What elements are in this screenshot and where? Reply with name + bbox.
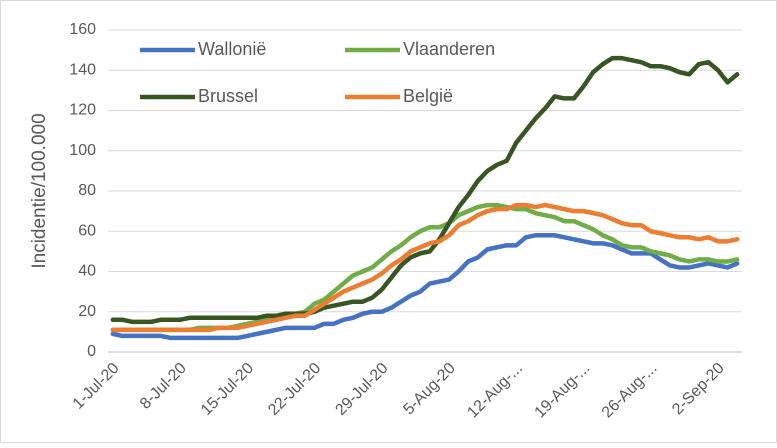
- legend-label: Vlaanderen: [403, 39, 495, 59]
- legend-label: Brussel: [198, 86, 258, 106]
- series-line: [110, 55, 740, 325]
- y-tick-label: 20: [78, 303, 96, 320]
- y-tick-label: 40: [78, 263, 96, 280]
- legend-label: België: [403, 86, 453, 106]
- y-tick-label: 100: [69, 142, 96, 159]
- y-axis-label: Incidentie/100.000: [29, 113, 50, 268]
- legend-label: Wallonië: [198, 39, 266, 59]
- y-tick-label: 140: [69, 61, 96, 78]
- series-line: [110, 202, 740, 333]
- y-tick-label: 0: [87, 343, 96, 360]
- y-tick-label: 60: [78, 222, 96, 239]
- series-line: [110, 233, 740, 341]
- y-tick-label: 120: [69, 102, 96, 119]
- y-tick-label: 80: [78, 182, 96, 199]
- y-tick-label: 160: [69, 21, 96, 38]
